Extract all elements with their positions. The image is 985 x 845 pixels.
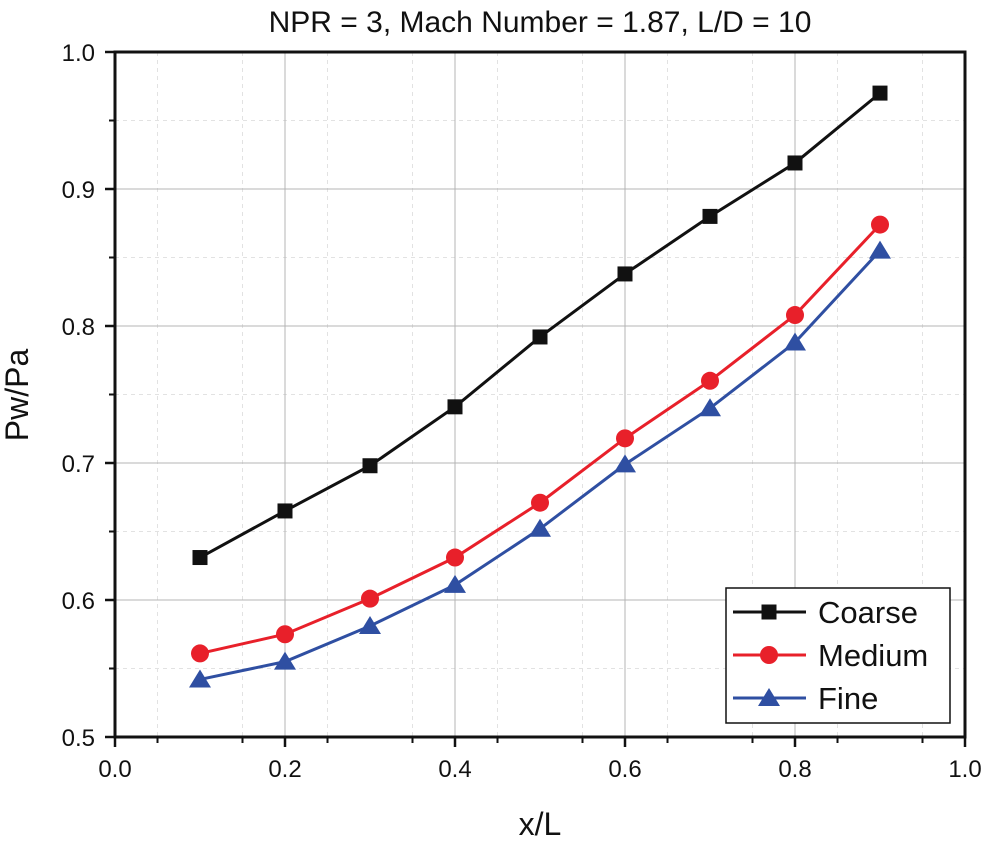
y-axis-label: Pw/Pa: [0, 349, 35, 442]
data-point-fine: [699, 398, 721, 417]
data-point-fine: [274, 651, 296, 670]
y-tick-label: 1.0: [62, 40, 95, 67]
data-point-fine: [444, 574, 466, 593]
series-coarse: [192, 85, 888, 566]
y-tick-label: 0.5: [62, 725, 95, 752]
legend-entry-medium: Medium: [733, 638, 928, 673]
data-point-medium: [871, 215, 889, 234]
series-line-coarse: [199, 91, 881, 559]
data-point-coarse: [702, 208, 718, 224]
legend-marker-fine: [758, 688, 780, 706]
data-point-coarse: [872, 85, 888, 101]
y-tick-label: 0.8: [62, 314, 95, 341]
x-tick-label: 0.0: [98, 756, 131, 783]
data-point-fine: [869, 240, 891, 259]
x-tick-label: 0.6: [608, 756, 641, 783]
data-point-coarse: [787, 155, 803, 171]
legend-marker-coarse: [761, 604, 777, 620]
data-point-medium: [701, 371, 719, 390]
data-point-fine: [359, 616, 381, 635]
chart-title: NPR = 3, Mach Number = 1.87, L/D = 10: [269, 6, 812, 39]
series-medium: [191, 215, 889, 663]
legend: Coarse Medium Fine: [725, 587, 951, 724]
data-point-medium: [531, 493, 549, 512]
data-point-medium: [361, 589, 379, 608]
y-tick-label: 0.9: [62, 177, 95, 204]
data-point-medium: [191, 644, 209, 663]
series-fine: [189, 240, 891, 688]
legend-marker-medium: [760, 646, 778, 664]
series-layer: [189, 85, 891, 688]
data-point-medium: [786, 306, 804, 325]
x-tick-label: 0.8: [778, 756, 811, 783]
data-point-medium: [446, 548, 464, 567]
legend-label-coarse: Coarse: [818, 595, 918, 630]
data-point-coarse: [277, 503, 293, 519]
data-point-coarse: [617, 266, 633, 282]
data-point-fine: [784, 332, 806, 351]
data-point-fine: [189, 669, 211, 688]
legend-label-medium: Medium: [818, 638, 928, 673]
legend-entry-fine: Fine: [733, 681, 878, 716]
data-point-coarse: [532, 329, 548, 345]
y-tick-label: 0.7: [62, 451, 95, 478]
data-point-coarse: [192, 550, 208, 566]
x-tick-label: 1.0: [948, 756, 981, 783]
data-point-fine: [614, 454, 636, 473]
data-point-fine: [529, 518, 551, 537]
y-tick-label: 0.6: [62, 588, 95, 615]
data-point-medium: [616, 429, 634, 448]
ticks: 0.0 0.2 0.4 0.6 0.8 1.0 0.5 0.6 0.7 0.8 0.9 1.0: [62, 40, 982, 783]
data-point-coarse: [362, 458, 378, 474]
data-point-medium: [276, 625, 294, 644]
x-axis-label: x/L: [519, 806, 562, 842]
x-tick-label: 0.4: [438, 756, 471, 783]
data-point-coarse: [447, 399, 463, 415]
legend-entry-coarse: Coarse: [733, 595, 918, 630]
x-tick-label: 0.2: [268, 756, 301, 783]
legend-label-fine: Fine: [818, 681, 878, 716]
